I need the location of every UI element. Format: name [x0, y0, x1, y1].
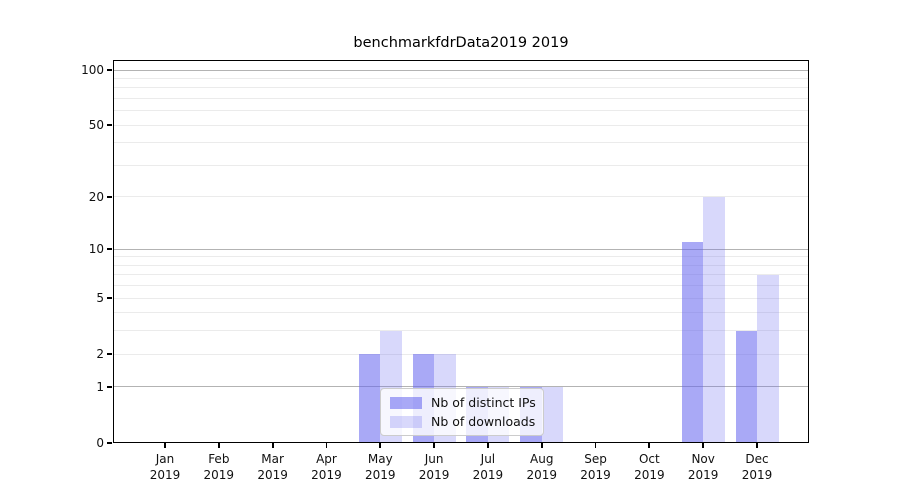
gridline-minor-2 — [113, 353, 809, 355]
y-tick-50 — [107, 124, 112, 127]
grid-layer — [113, 60, 809, 443]
bar-nb-of-downloads-dec — [757, 274, 779, 443]
gridline-minor-3 — [113, 330, 809, 332]
x-axis-tick-year-apr: 2019 — [311, 468, 342, 482]
x-axis-tick-label-may: May 2019 — [348, 451, 412, 483]
x-axis-tick-label-feb: Feb 2019 — [187, 451, 251, 483]
gridline-major-10 — [113, 248, 809, 250]
x-tick-nov — [702, 443, 705, 448]
bar-nb-of-distinct-ips-dec — [735, 330, 757, 443]
legend: Nb of distinct IPs Nb of downloads — [380, 388, 544, 436]
gridline-minor-4 — [113, 312, 809, 314]
chart-title: benchmarkfdrData2019 2019 — [353, 35, 569, 51]
y-tick-100 — [107, 69, 112, 71]
x-axis-tick-year-dec: 2019 — [741, 468, 773, 482]
gridline-minor-60 — [113, 110, 809, 112]
x-tick-jan — [164, 443, 166, 448]
legend-item-downloads: Nb of downloads — [390, 414, 536, 429]
gridline-minor-80 — [113, 87, 809, 89]
x-tick-sep — [594, 443, 597, 448]
x-axis-tick-label-jun: Jun 2019 — [402, 451, 466, 483]
x-axis-tick-label-jan: Jan 2019 — [133, 451, 197, 483]
x-axis-tick-label-jul: Jul 2019 — [456, 451, 520, 483]
bar-nb-of-downloads-nov — [703, 196, 725, 443]
gridline-minor-40 — [113, 142, 809, 144]
y-axis-tick-label-2: 2 — [96, 347, 104, 362]
legend-item-distinct-ips: Nb of distinct IPs — [390, 395, 536, 410]
x-axis-tick-label-apr: Apr 2019 — [294, 451, 358, 483]
plot-area: Nb of distinct IPs Nb of downloads — [113, 60, 809, 443]
y-axis-tick-label-100: 100 — [81, 63, 104, 77]
y-axis-tick-label-10: 10 — [88, 242, 104, 257]
y-tick-1 — [107, 386, 112, 388]
x-tick-oct — [648, 443, 651, 448]
x-axis-tick-year-jun: 2019 — [418, 468, 450, 482]
gridline-minor-5 — [113, 297, 809, 299]
x-axis-tick-label-mar: Mar 2019 — [241, 451, 305, 483]
y-axis-tick-label-20: 20 — [88, 189, 104, 204]
gridline-minor-50 — [113, 124, 809, 126]
y-axis-tick-label-0: 0 — [96, 436, 104, 450]
x-axis-tick-year-oct: 2019 — [634, 468, 665, 482]
x-axis-tick-year-nov: 2019 — [687, 468, 719, 482]
y-tick-20 — [107, 196, 112, 198]
y-tick-0 — [107, 442, 112, 444]
legend-label-downloads: Nb of downloads — [431, 414, 536, 429]
x-axis-tick-year-sep: 2019 — [580, 468, 611, 482]
gridline-minor-90 — [113, 77, 809, 79]
x-tick-mar — [271, 443, 274, 448]
gridline-minor-20 — [113, 196, 809, 198]
x-axis-tick-label-dec: Dec 2019 — [725, 451, 789, 483]
legend-swatch-distinct-ips — [390, 396, 422, 409]
x-tick-jul — [487, 443, 489, 448]
x-axis-tick-year-jul: 2019 — [472, 468, 504, 482]
bar-nb-of-distinct-ips-may — [358, 354, 381, 443]
x-tick-dec — [756, 443, 758, 448]
gridline-minor-30 — [113, 164, 809, 166]
x-tick-aug — [540, 443, 543, 448]
x-axis-tick-year-jan: 2019 — [149, 468, 181, 482]
x-axis-tick-label-sep: Sep 2019 — [564, 451, 628, 483]
gridline-minor-9 — [113, 256, 809, 258]
bars-layer — [113, 60, 809, 443]
gridline-minor-7 — [113, 274, 809, 276]
x-tick-feb — [217, 443, 220, 448]
x-tick-may — [379, 443, 382, 448]
x-axis-tick-year-aug: 2019 — [526, 468, 557, 482]
gridline-major-1 — [113, 386, 809, 388]
legend-label-distinct-ips: Nb of distinct IPs — [431, 395, 536, 410]
y-axis-tick-label-5: 5 — [96, 291, 104, 306]
legend-swatch-downloads — [390, 415, 422, 428]
x-axis-tick-year-mar: 2019 — [257, 468, 288, 482]
bar-nb-of-distinct-ips-nov — [681, 242, 704, 443]
gridline-minor-8 — [113, 264, 809, 266]
bar-nb-of-downloads-aug — [541, 386, 564, 443]
x-axis-tick-label-aug: Aug 2019 — [510, 451, 574, 483]
x-tick-jun — [433, 443, 435, 448]
y-axis-tick-label-1: 1 — [96, 379, 104, 394]
x-axis-tick-year-feb: 2019 — [203, 468, 235, 482]
x-axis-tick-year-may: 2019 — [364, 468, 396, 482]
y-tick-5 — [107, 297, 112, 300]
x-axis-tick-label-oct: Oct 2019 — [617, 451, 681, 483]
x-axis-tick-label-nov: Nov 2019 — [671, 451, 735, 483]
y-axis-tick-label-50: 50 — [88, 118, 104, 133]
gridline-minor-70 — [113, 97, 809, 99]
y-tick-2 — [107, 353, 112, 356]
gridline-major-100 — [113, 69, 809, 71]
x-tick-apr — [325, 443, 328, 448]
gridline-minor-6 — [113, 285, 809, 287]
y-tick-10 — [107, 248, 112, 251]
